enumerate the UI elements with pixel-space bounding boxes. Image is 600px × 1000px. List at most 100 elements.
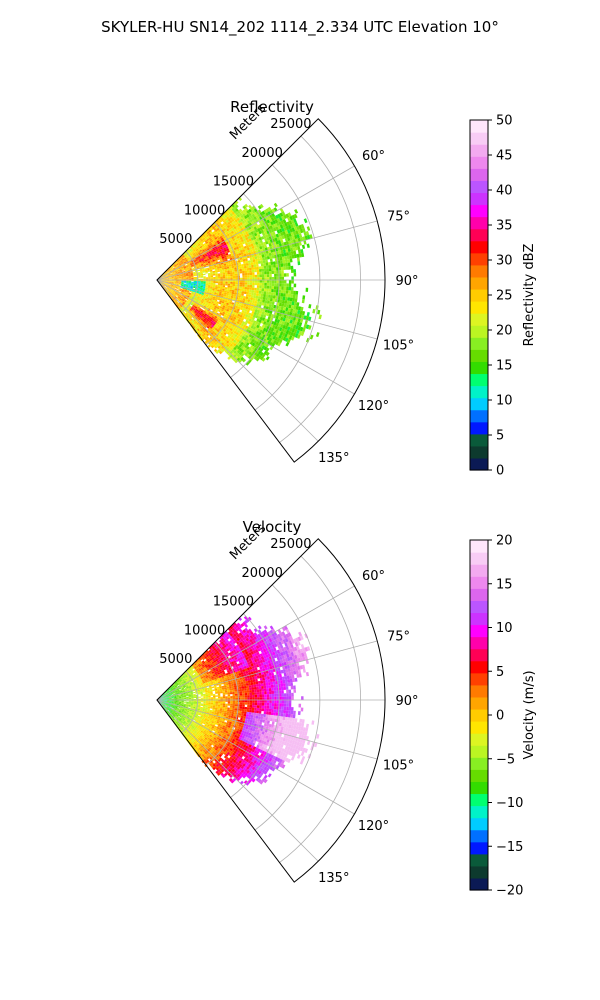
echo-cell (216, 292, 220, 295)
echo-cell (184, 288, 188, 290)
echo-cell (198, 668, 202, 671)
echo-cell (163, 695, 166, 697)
echo-cell (216, 258, 220, 261)
echo-cell (244, 623, 249, 628)
echo-cell (231, 218, 235, 222)
echo-cell (303, 231, 307, 237)
echo-cell (274, 237, 278, 242)
echo-cell (179, 294, 182, 297)
echo-cell (252, 248, 256, 252)
echo-cell (224, 646, 229, 650)
echo-cell (215, 275, 218, 277)
echo-cell (252, 274, 255, 278)
echo-cell (200, 332, 203, 336)
echo-cell (206, 231, 210, 235)
echo-cell (183, 267, 187, 269)
echo-cell (219, 245, 223, 248)
echo-cell (284, 325, 289, 330)
echo-cell (215, 286, 218, 288)
echo-cell (229, 629, 234, 633)
echo-cell (227, 268, 230, 271)
echo-cell (170, 273, 173, 275)
echo-cell (206, 238, 210, 242)
echo-cell (176, 269, 180, 272)
echo-cell (248, 262, 252, 266)
echo-cell (276, 319, 281, 324)
echo-cell (243, 265, 247, 269)
echo-cell (205, 301, 209, 305)
echo-cell (187, 684, 191, 687)
echo-cell (303, 323, 307, 329)
echo-cell (177, 296, 181, 299)
echo-cell (232, 637, 237, 641)
echo-cell (222, 636, 226, 640)
echo-cell (176, 280, 179, 282)
echo-cell (199, 323, 202, 327)
echo-cell (211, 236, 215, 240)
echo-cell (178, 278, 182, 279)
echo-cell (213, 647, 217, 651)
echo-cell (175, 682, 178, 685)
echo-cell (194, 251, 198, 254)
echo-cell (190, 285, 194, 287)
echo-cell (189, 321, 193, 325)
echo-cell (245, 656, 249, 661)
echo-cell (173, 276, 177, 278)
echo-cell (233, 330, 237, 334)
echo-cell (270, 228, 275, 233)
echo-cell (251, 338, 255, 343)
echo-cell (285, 307, 289, 312)
echo-cell (201, 660, 205, 664)
echo-cell (211, 311, 215, 315)
echo-cell (263, 350, 268, 355)
echo-cell (210, 281, 214, 283)
echo-cell (215, 248, 219, 252)
echo-cell (240, 305, 244, 308)
echo-cell (200, 262, 204, 265)
echo-cell (185, 285, 189, 287)
echo-cell (282, 296, 286, 301)
echo-cell (240, 218, 244, 222)
echo-cell (231, 656, 235, 660)
echo-cell (238, 240, 242, 244)
echo-cell (176, 276, 179, 278)
echo-cell (219, 291, 222, 294)
echo-cell (265, 647, 269, 652)
echo-cell (265, 332, 270, 337)
echo-cell (190, 320, 194, 324)
echo-cell (243, 222, 247, 227)
echo-cell (262, 248, 266, 252)
echo-cell (183, 291, 187, 293)
echo-cell (200, 273, 204, 276)
echo-cell (267, 306, 271, 311)
echo-cell (236, 342, 241, 347)
echo-cell (262, 277, 265, 280)
echo-cell (199, 315, 203, 319)
echo-cell (273, 321, 277, 326)
echo-cell (205, 286, 208, 288)
echo-cell (249, 299, 253, 303)
echo-cell (252, 242, 256, 246)
echo-cell (256, 651, 260, 656)
echo-cell (165, 284, 168, 286)
echo-cell (195, 294, 199, 297)
echo-cell (205, 237, 209, 240)
echo-cell (215, 326, 219, 330)
echo-cell (198, 259, 202, 262)
echo-cell (208, 300, 212, 303)
echo-cell (208, 320, 212, 323)
echo-cell (232, 663, 236, 667)
echo-cell (287, 248, 291, 253)
echo-cell (200, 281, 204, 283)
echo-cell (207, 664, 211, 667)
echo-cell (239, 288, 242, 292)
echo-cell (203, 322, 206, 326)
echo-cell (236, 353, 241, 358)
echo-cell (204, 268, 208, 270)
echo-cell (186, 278, 189, 280)
echo-cell (207, 244, 211, 247)
echo-cell (203, 318, 207, 322)
echo-cell (294, 209, 299, 214)
echo-cell (170, 274, 174, 276)
echo-cell (197, 261, 200, 264)
